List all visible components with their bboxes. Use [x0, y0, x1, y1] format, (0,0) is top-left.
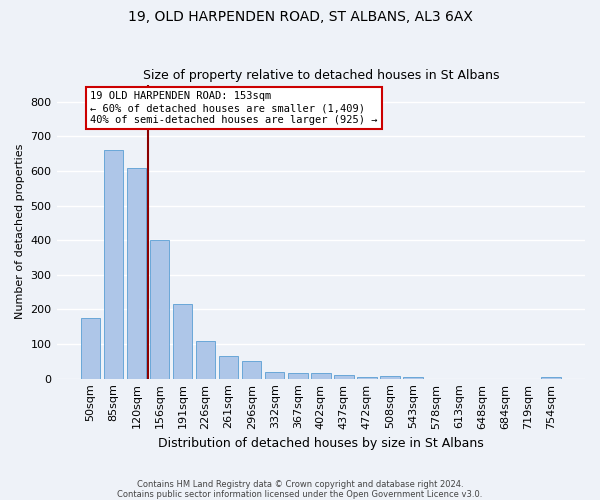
- X-axis label: Distribution of detached houses by size in St Albans: Distribution of detached houses by size …: [158, 437, 484, 450]
- Bar: [288, 374, 308, 378]
- Bar: [242, 362, 262, 378]
- Bar: [127, 168, 146, 378]
- Y-axis label: Number of detached properties: Number of detached properties: [15, 144, 25, 320]
- Bar: [149, 240, 169, 378]
- Bar: [80, 318, 100, 378]
- Bar: [196, 340, 215, 378]
- Title: Size of property relative to detached houses in St Albans: Size of property relative to detached ho…: [143, 69, 499, 82]
- Bar: [380, 376, 400, 378]
- Bar: [357, 377, 377, 378]
- Bar: [334, 374, 353, 378]
- Bar: [403, 377, 423, 378]
- Bar: [219, 356, 238, 378]
- Bar: [265, 372, 284, 378]
- Bar: [104, 150, 123, 378]
- Text: 19, OLD HARPENDEN ROAD, ST ALBANS, AL3 6AX: 19, OLD HARPENDEN ROAD, ST ALBANS, AL3 6…: [128, 10, 472, 24]
- Text: 19 OLD HARPENDEN ROAD: 153sqm
← 60% of detached houses are smaller (1,409)
40% o: 19 OLD HARPENDEN ROAD: 153sqm ← 60% of d…: [91, 92, 378, 124]
- Bar: [173, 304, 193, 378]
- Bar: [311, 374, 331, 378]
- Text: Contains HM Land Registry data © Crown copyright and database right 2024.
Contai: Contains HM Land Registry data © Crown c…: [118, 480, 482, 499]
